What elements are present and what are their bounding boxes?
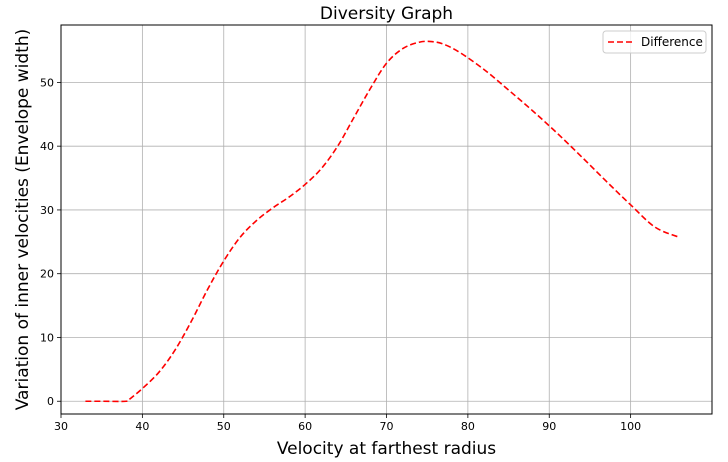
- x-tick-label: 100: [620, 420, 641, 433]
- x-tick-label: 50: [217, 420, 231, 433]
- series-line-difference: [85, 40, 680, 403]
- y-tick-label: 30: [40, 204, 54, 217]
- x-tick-label: 80: [461, 420, 475, 433]
- tick-layer: 30 40 50 60 70 80 90 100 0 10 20 30 40 50: [40, 76, 641, 433]
- x-tick-label: 40: [135, 420, 149, 433]
- grid-layer: [60, 25, 712, 414]
- legend-label-difference: Difference: [641, 35, 703, 49]
- y-tick-label: 10: [40, 331, 54, 344]
- y-tick-label: 50: [40, 76, 54, 89]
- x-tick-label: 60: [298, 420, 312, 433]
- y-tick-label: 0: [47, 395, 54, 408]
- x-axis-title: Velocity at farthest radius: [277, 439, 496, 459]
- y-tick-label: 40: [40, 140, 54, 153]
- legend-box: [602, 30, 707, 54]
- x-tick-label: 30: [54, 420, 68, 433]
- series-layer: [85, 40, 680, 403]
- legend: Difference: [602, 30, 707, 54]
- y-axis-title: Variation of inner velocities (Envelope …: [13, 29, 33, 411]
- x-tick-label: 70: [380, 420, 394, 433]
- x-tick-label: 90: [542, 420, 556, 433]
- y-tick-label: 20: [40, 268, 54, 281]
- chart-title: Diversity Graph: [320, 4, 453, 24]
